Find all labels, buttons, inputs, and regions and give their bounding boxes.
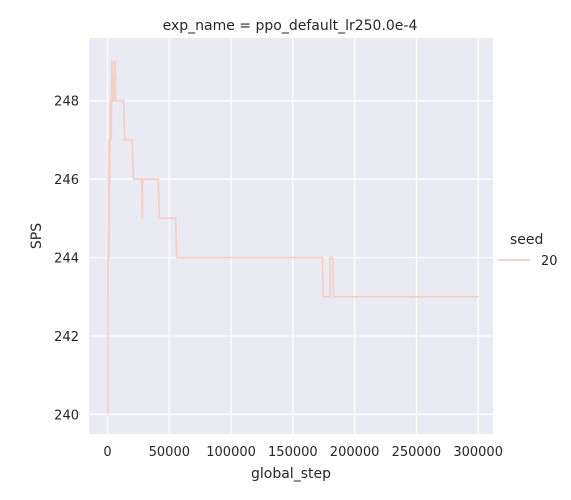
series-layer [107, 60, 479, 416]
y-tick-label: 244 [54, 252, 79, 267]
x-tick-label: 0 [103, 445, 111, 460]
x-tick-label: 200000 [330, 445, 380, 460]
legend: seed 20 [498, 232, 558, 269]
x-tick-labels: 0 50000 100000 150000 200000 250000 300000 [103, 445, 503, 460]
plot-background [89, 38, 493, 434]
y-tick-label: 248 [54, 95, 79, 110]
y-axis-label: SPS [29, 223, 45, 249]
x-tick-label: 50000 [149, 445, 190, 460]
legend-title: seed [510, 232, 543, 248]
y-tick-label: 246 [54, 173, 79, 188]
series-line-seed-20 [107, 60, 479, 416]
y-tick-label: 240 [54, 408, 79, 423]
y-tick-label: 242 [54, 330, 79, 345]
chart-title: exp_name = ppo_default_lr250.0e-4 [163, 18, 418, 34]
x-tick-label: 100000 [206, 445, 256, 460]
x-tick-label: 250000 [392, 445, 442, 460]
legend-entry-label: 20 [541, 254, 558, 269]
x-tick-label: 300000 [453, 445, 503, 460]
x-tick-label: 150000 [268, 445, 318, 460]
y-tick-labels: 240 242 244 246 248 [54, 95, 79, 424]
x-axis-label: global_step [251, 466, 331, 482]
